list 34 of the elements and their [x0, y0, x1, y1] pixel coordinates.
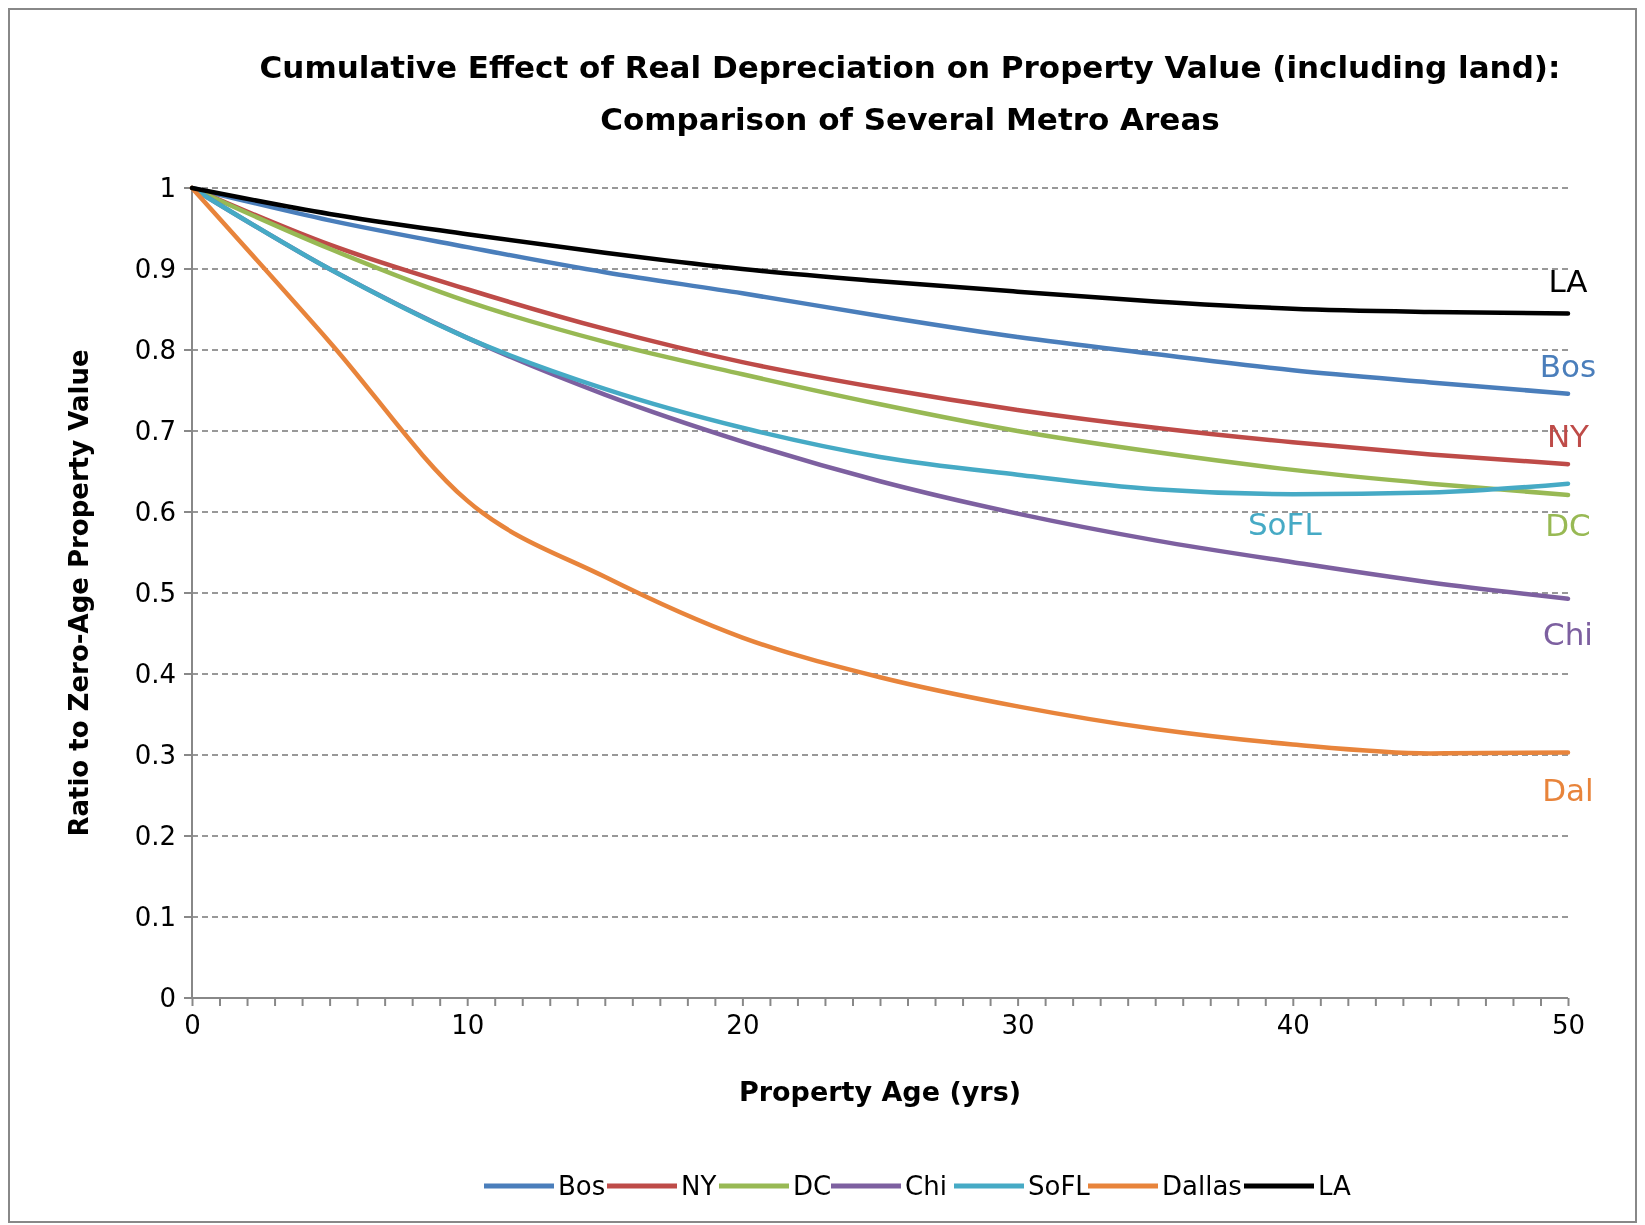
y-tick-label: 0.3	[134, 740, 176, 771]
y-tick-label: 0.9	[134, 254, 176, 285]
annotation: SoFL	[1247, 506, 1323, 543]
legend-label: SoFL	[1028, 1171, 1091, 1202]
x-tick-label: 30	[1001, 1010, 1035, 1041]
y-tick-label: 0.1	[134, 902, 176, 933]
legend-label: Chi	[905, 1171, 947, 1202]
annotation: NY	[1546, 418, 1590, 455]
annotation: LA	[1548, 263, 1588, 300]
y-tick-label: 0.2	[134, 821, 176, 852]
x-tick-label: 20	[726, 1010, 760, 1041]
y-tick-label: 0.8	[134, 335, 176, 366]
annotation: Chi	[1543, 615, 1593, 652]
annotation: DC	[1545, 506, 1591, 543]
annotation: Dal	[1542, 772, 1594, 809]
y-tick-label: 1	[159, 173, 176, 204]
legend-label: DC	[793, 1171, 832, 1202]
annotation: Bos	[1539, 347, 1597, 384]
x-tick-label: 10	[451, 1010, 485, 1041]
legend-label: Dallas	[1162, 1171, 1242, 1202]
legend-label: NY	[681, 1171, 717, 1202]
x-tick-label: 40	[1276, 1010, 1310, 1041]
y-tick-label: 0.6	[134, 497, 176, 528]
x-tick-label: 0	[184, 1010, 201, 1041]
y-tick-label: 0.5	[134, 578, 176, 609]
x-axis-title: Property Age (yrs)	[738, 1076, 1022, 1107]
y-tick-label: 0.4	[134, 659, 176, 690]
y-tick-label: 0.7	[134, 416, 176, 447]
y-tick-label: 0	[159, 983, 176, 1014]
legend-label: LA	[1318, 1171, 1352, 1202]
chart-title: Cumulative Effect of Real Depreciation on Property Value (including land): Comparison of Several Metro Areas	[259, 49, 1561, 137]
x-tick-label: 50	[1551, 1010, 1586, 1041]
y-axis-title: Ratio to Zero-Age Property Value	[64, 349, 94, 837]
legend-label: Bos	[558, 1171, 606, 1202]
